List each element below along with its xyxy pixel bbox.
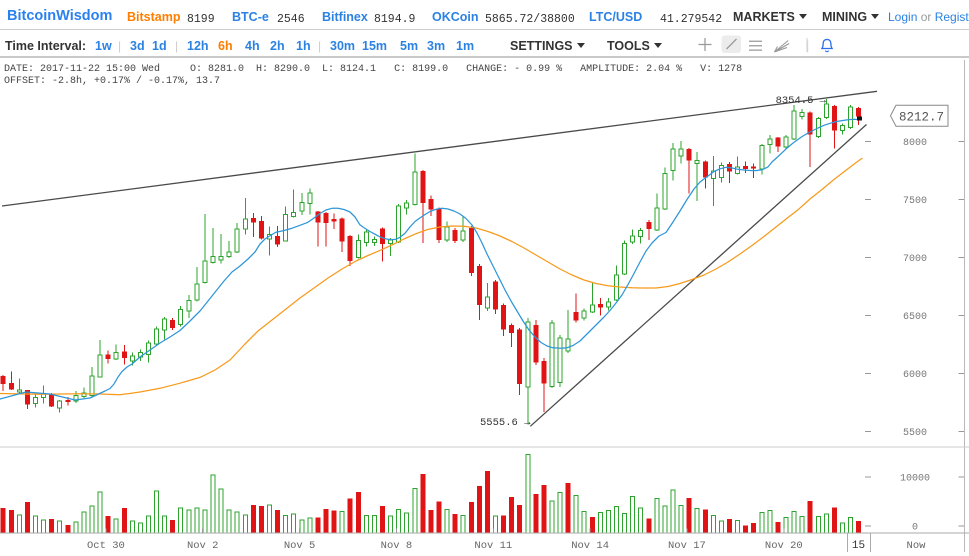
svg-text:0: 0: [912, 523, 918, 534]
svg-text:Now: Now: [907, 540, 927, 552]
svg-text:Nov 5: Nov 5: [284, 540, 316, 552]
svg-text:DATE: 2017-11-22 15:00 Wed: DATE: 2017-11-22 15:00 Wed O: 8281.0 H: …: [4, 63, 742, 75]
svg-text:5500: 5500: [903, 428, 927, 439]
svg-text:Nov 14: Nov 14: [571, 540, 609, 552]
svg-text:OFFSET: -2.8h, +0.17% / -0.17%: OFFSET: -2.8h, +0.17% / -0.17%, 13.7: [4, 75, 220, 87]
svg-text:5555.6 →: 5555.6 →: [480, 417, 531, 429]
svg-text:Nov 11: Nov 11: [474, 540, 512, 552]
svg-text:7000: 7000: [903, 254, 927, 265]
svg-text:6000: 6000: [903, 370, 927, 381]
svg-text:Nov 17: Nov 17: [668, 540, 706, 552]
svg-text:6500: 6500: [903, 312, 927, 323]
svg-text:Nov 8: Nov 8: [381, 540, 413, 552]
svg-text:Nov 20: Nov 20: [765, 540, 803, 552]
svg-text:8212.7: 8212.7: [899, 110, 944, 124]
svg-text:7500: 7500: [903, 196, 927, 207]
svg-text:10000: 10000: [900, 474, 930, 485]
svg-text:8000: 8000: [903, 138, 927, 149]
svg-text:Nov 2: Nov 2: [187, 540, 219, 552]
svg-text:8354.5 →: 8354.5 →: [776, 95, 827, 107]
svg-text:Oct 30: Oct 30: [87, 540, 125, 552]
svg-text:15: 15: [852, 540, 865, 552]
